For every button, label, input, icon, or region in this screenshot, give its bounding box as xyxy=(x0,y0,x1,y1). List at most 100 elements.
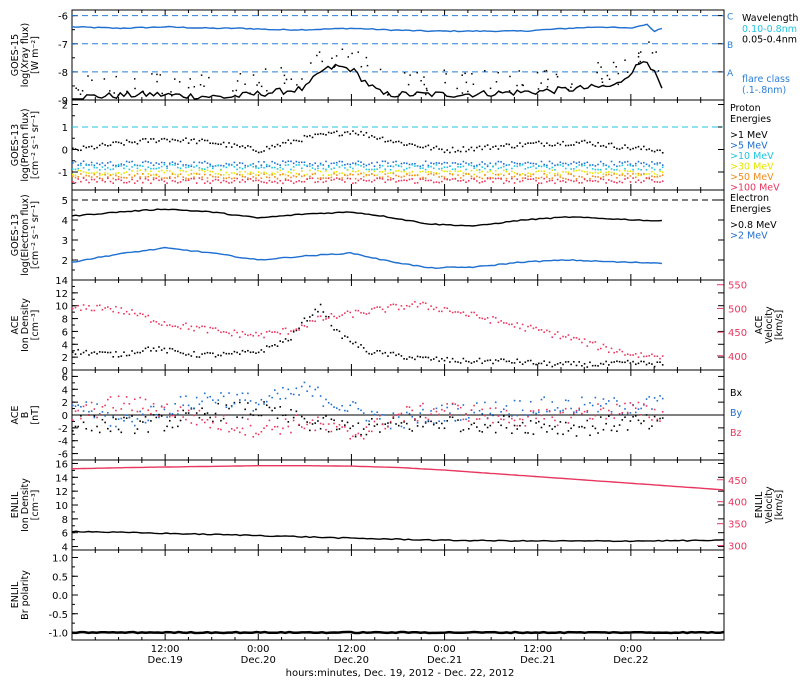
data-point xyxy=(257,151,260,154)
data-point xyxy=(72,168,74,171)
data-point xyxy=(459,150,462,153)
data-point xyxy=(107,145,109,147)
data-point xyxy=(521,363,524,366)
data-point xyxy=(392,165,395,168)
data-point xyxy=(540,160,543,163)
data-point xyxy=(77,176,79,178)
data-point xyxy=(416,420,419,422)
data-point xyxy=(513,182,516,184)
data-point xyxy=(128,416,131,419)
data-point xyxy=(217,402,220,405)
data-point xyxy=(548,410,551,413)
data-point xyxy=(379,414,381,417)
data-point xyxy=(290,392,292,395)
data-point xyxy=(325,160,327,163)
data-point xyxy=(537,164,540,167)
data-point xyxy=(306,135,308,138)
data-point xyxy=(123,416,125,419)
data-point xyxy=(414,165,416,167)
data-point xyxy=(131,141,133,144)
data-point xyxy=(142,90,144,93)
data-point xyxy=(481,148,484,151)
data-point xyxy=(586,179,589,182)
data-point xyxy=(505,177,508,180)
data-point xyxy=(626,412,629,415)
data-point xyxy=(516,358,519,361)
data-point xyxy=(300,170,303,172)
y-tick-label: -1 xyxy=(58,168,68,179)
data-point xyxy=(524,177,527,179)
data-point xyxy=(88,146,90,148)
data-point xyxy=(203,392,206,395)
data-point xyxy=(467,90,469,93)
data-point xyxy=(400,305,403,307)
data-point xyxy=(423,83,426,86)
data-point xyxy=(85,179,88,181)
data-point xyxy=(220,419,222,422)
data-point xyxy=(508,90,511,92)
data-point xyxy=(581,396,583,399)
data-point xyxy=(613,173,616,175)
data-point xyxy=(115,174,117,177)
data-point xyxy=(551,145,554,147)
data-point xyxy=(621,181,624,184)
data-point xyxy=(500,424,502,427)
data-point xyxy=(441,148,443,151)
data-point xyxy=(230,146,233,148)
data-point xyxy=(179,351,182,354)
data-point xyxy=(96,176,98,178)
data-point xyxy=(524,414,527,416)
data-point xyxy=(265,425,268,427)
data-point xyxy=(239,171,241,173)
data-point xyxy=(508,143,510,146)
data-point xyxy=(422,402,424,405)
data-point xyxy=(599,408,602,411)
data-point xyxy=(228,173,230,176)
data-point xyxy=(653,180,656,183)
data-point xyxy=(546,431,548,433)
y-tick-label: 6 xyxy=(62,529,68,540)
data-point xyxy=(117,172,120,174)
data-point xyxy=(185,322,187,325)
data-point xyxy=(90,401,93,404)
y-axis-label-line: ACE xyxy=(10,406,21,425)
data-point xyxy=(408,163,411,166)
data-point xyxy=(484,414,486,417)
y-tick-label: 2 xyxy=(62,256,68,267)
data-point xyxy=(170,91,172,93)
data-point xyxy=(445,73,447,75)
data-point xyxy=(98,431,101,434)
data-point xyxy=(357,346,360,348)
data-point xyxy=(287,139,290,141)
data-point xyxy=(195,164,198,167)
data-point xyxy=(438,310,440,313)
data-point xyxy=(629,164,632,167)
series-ace-density-velocity-0 xyxy=(72,303,664,368)
data-point xyxy=(422,301,424,304)
data-point xyxy=(543,360,545,362)
data-point xyxy=(559,176,562,178)
data-point xyxy=(241,162,244,165)
data-point xyxy=(330,176,333,179)
data-point xyxy=(548,178,551,180)
data-point xyxy=(93,415,96,417)
data-point xyxy=(152,414,155,416)
data-point xyxy=(249,163,252,166)
series-enlil-density-velocity-0 xyxy=(71,465,725,491)
data-point xyxy=(467,420,470,422)
data-point xyxy=(637,62,640,64)
data-point xyxy=(610,171,613,174)
data-point xyxy=(209,142,211,145)
data-point xyxy=(441,422,443,425)
data-point xyxy=(112,177,115,180)
data-point xyxy=(473,422,475,424)
data-point xyxy=(513,399,516,402)
data-point xyxy=(643,161,645,164)
data-point xyxy=(327,401,330,404)
data-point xyxy=(373,179,376,182)
data-point xyxy=(82,167,85,169)
data-point xyxy=(236,144,238,147)
data-point xyxy=(354,132,357,135)
data-point xyxy=(266,89,268,92)
